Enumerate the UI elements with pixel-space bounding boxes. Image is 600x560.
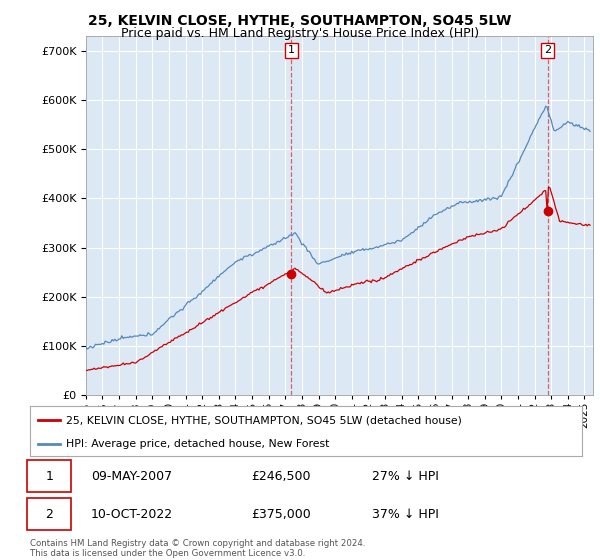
Text: Price paid vs. HM Land Registry's House Price Index (HPI): Price paid vs. HM Land Registry's House … xyxy=(121,27,479,40)
Text: HPI: Average price, detached house, New Forest: HPI: Average price, detached house, New … xyxy=(66,439,329,449)
Text: 2: 2 xyxy=(544,45,551,55)
Text: 1: 1 xyxy=(46,470,53,483)
Text: 10-OCT-2022: 10-OCT-2022 xyxy=(91,507,173,521)
Text: 2: 2 xyxy=(46,507,53,521)
Text: 25, KELVIN CLOSE, HYTHE, SOUTHAMPTON, SO45 5LW: 25, KELVIN CLOSE, HYTHE, SOUTHAMPTON, SO… xyxy=(88,14,512,28)
Text: 37% ↓ HPI: 37% ↓ HPI xyxy=(372,507,439,521)
Text: 25, KELVIN CLOSE, HYTHE, SOUTHAMPTON, SO45 5LW (detached house): 25, KELVIN CLOSE, HYTHE, SOUTHAMPTON, SO… xyxy=(66,415,462,425)
Text: 1: 1 xyxy=(288,45,295,55)
Text: £375,000: £375,000 xyxy=(251,507,311,521)
Text: Contains HM Land Registry data © Crown copyright and database right 2024.
This d: Contains HM Land Registry data © Crown c… xyxy=(30,539,365,558)
Text: £246,500: £246,500 xyxy=(251,470,310,483)
Text: 27% ↓ HPI: 27% ↓ HPI xyxy=(372,470,439,483)
FancyBboxPatch shape xyxy=(27,460,71,492)
FancyBboxPatch shape xyxy=(27,498,71,530)
Text: 09-MAY-2007: 09-MAY-2007 xyxy=(91,470,172,483)
